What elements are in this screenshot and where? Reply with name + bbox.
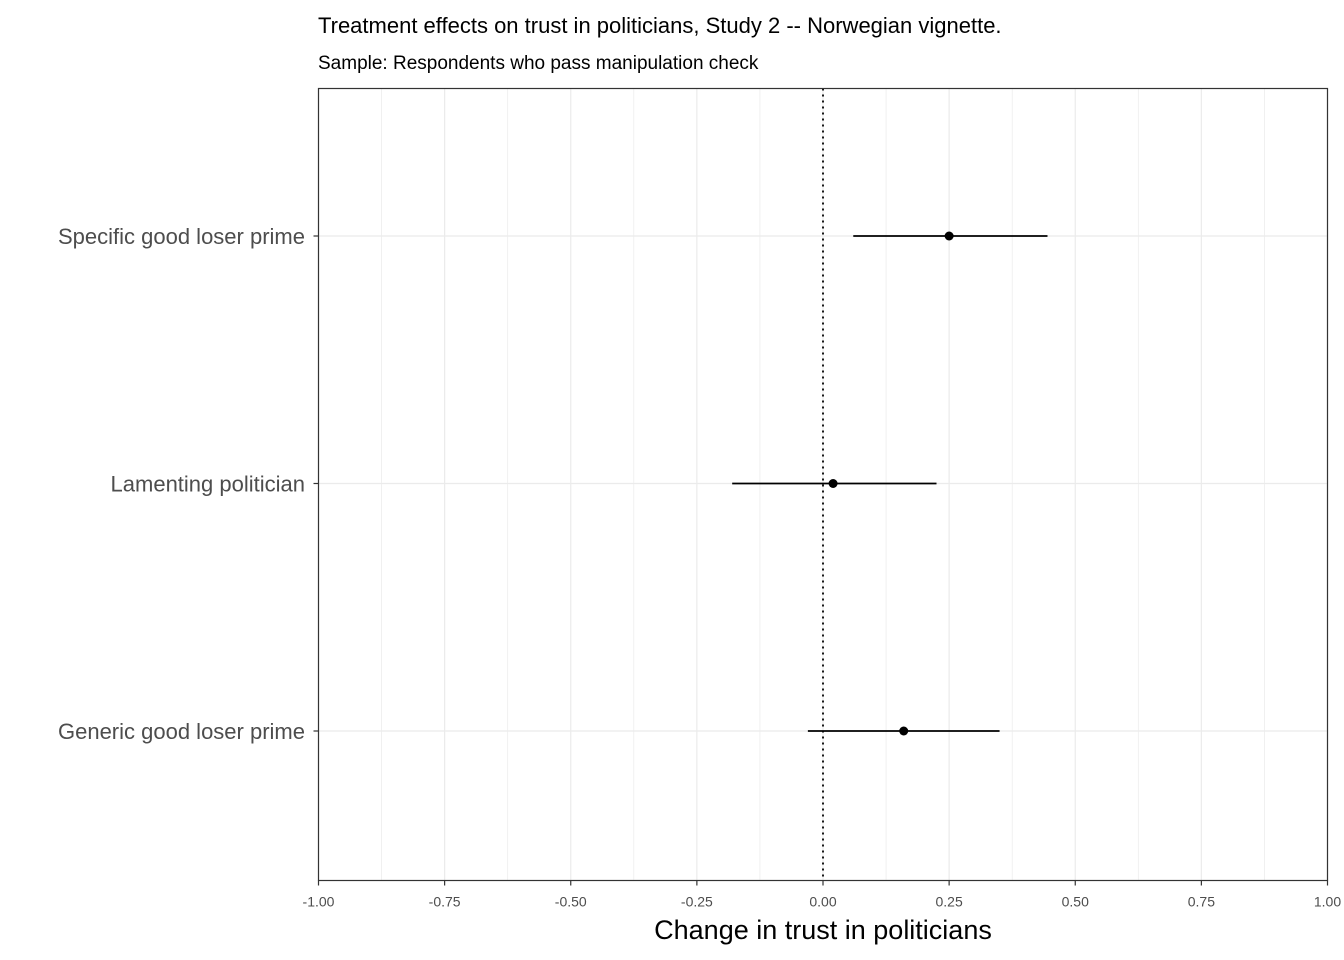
x-tick-label: -0.75 bbox=[429, 894, 461, 910]
x-tick-label: 1.00 bbox=[1314, 894, 1341, 910]
x-tick-label: 0.50 bbox=[1062, 894, 1089, 910]
chart-subtitle: Sample: Respondents who pass manipulatio… bbox=[318, 53, 759, 74]
estimates-layer bbox=[732, 231, 1048, 736]
x-tick-label: -0.25 bbox=[681, 894, 713, 910]
x-axis-title: Change in trust in politicians bbox=[654, 915, 992, 945]
x-axis: -1.00 -0.75 -0.50 -0.25 0.00 0.25 0.50 0.75 1.00 bbox=[303, 880, 1341, 910]
x-tick-label: 0.75 bbox=[1188, 894, 1215, 910]
y-tick-label: Generic good loser prime bbox=[58, 719, 305, 744]
x-tick-label: 0.25 bbox=[936, 894, 963, 910]
point-estimate bbox=[828, 479, 838, 488]
x-tick-label: 0.00 bbox=[809, 894, 836, 910]
y-axis: Specific good loser prime Lamenting polit… bbox=[58, 224, 319, 744]
chart-title: Treatment effects on trust in politician… bbox=[318, 13, 1002, 38]
x-tick-label: -1.00 bbox=[303, 894, 335, 910]
point-estimate bbox=[899, 726, 909, 736]
x-tick-label: -0.50 bbox=[555, 894, 587, 910]
point-estimate bbox=[944, 231, 954, 241]
y-tick-label: Lamenting politician bbox=[111, 472, 305, 497]
y-tick-label: Specific good loser prime bbox=[58, 224, 305, 249]
